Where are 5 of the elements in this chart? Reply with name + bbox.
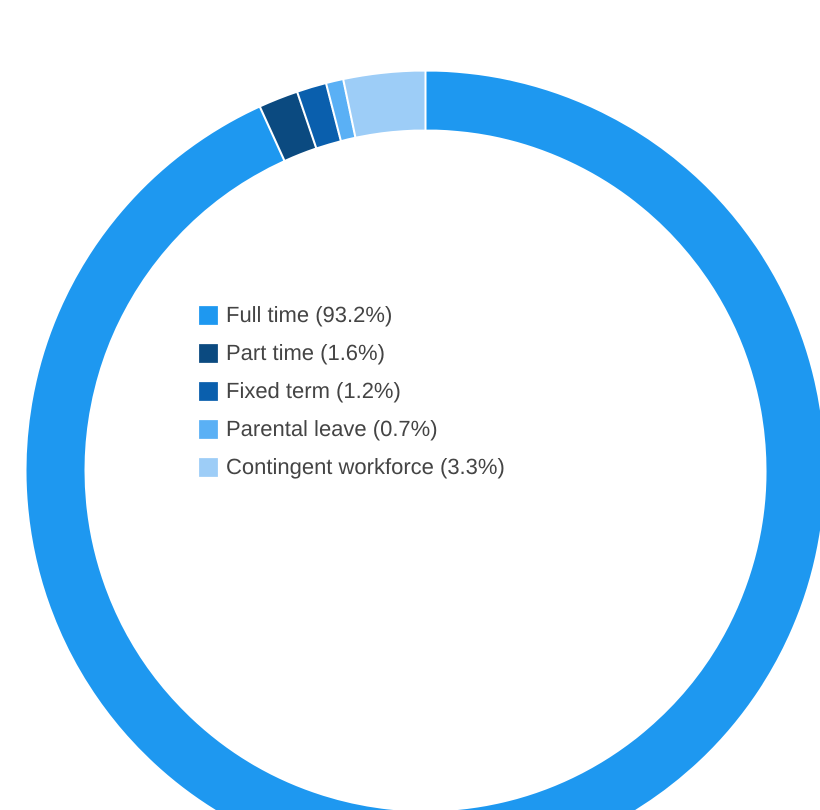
legend-label: Part time (1.6%) <box>226 340 385 366</box>
legend-label: Full time (93.2%) <box>226 302 392 328</box>
legend-label: Fixed term (1.2%) <box>226 378 401 404</box>
legend-label: Parental leave (0.7%) <box>226 416 438 442</box>
legend-label: Contingent workforce (3.3%) <box>226 454 505 480</box>
